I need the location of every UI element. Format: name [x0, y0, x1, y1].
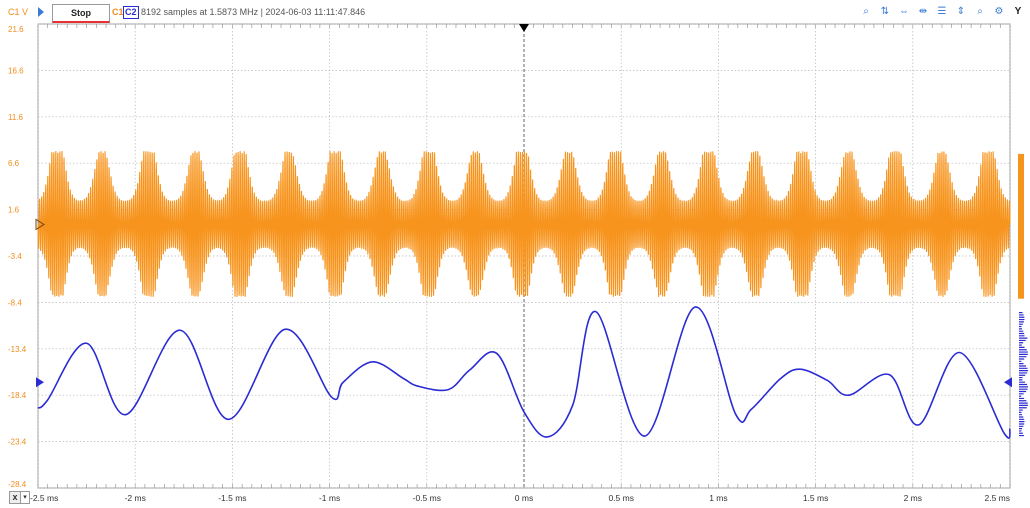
- y-tick-label: 6.6: [8, 159, 20, 168]
- x-tick-label: 0 ms: [515, 493, 533, 503]
- auto-scale-icon[interactable]: ⇅: [880, 6, 890, 17]
- settings-icon[interactable]: ⚙: [994, 6, 1004, 17]
- c1-level-histogram: [1018, 153, 1024, 299]
- trigger-marker-icon: [519, 24, 529, 32]
- toolbar: C1 V Stop C1 C2 8192 samples at 1.5873 M…: [0, 0, 1030, 24]
- c2-channel-tag[interactable]: C2: [123, 6, 139, 19]
- c2-level-histogram: [1019, 312, 1028, 437]
- y-tick-label: -28.4: [8, 480, 27, 489]
- x-tick-label: 2.5 ms: [984, 493, 1010, 503]
- c1-channel-tag[interactable]: C1: [112, 7, 124, 17]
- stop-button[interactable]: Stop: [52, 4, 110, 23]
- channel-unit-label: C1 V: [8, 7, 29, 17]
- acquisition-info: 8192 samples at 1.5873 MHz | 2024-06-03 …: [141, 7, 366, 17]
- c1-offset-marker-icon: [35, 218, 45, 231]
- y-tick-label: -18.4: [8, 391, 27, 400]
- y-tick-label: 1.6: [8, 206, 20, 215]
- zoom-in-icon[interactable]: ⌕: [863, 6, 869, 17]
- x-tick-label: -2.5 ms: [30, 493, 58, 503]
- c2-waveform: [37, 306, 1011, 439]
- y-tick-label: -3.4: [8, 252, 22, 261]
- fit-cursors-icon[interactable]: ⇹: [918, 6, 928, 17]
- fit-horizontal-icon[interactable]: ⇔: [899, 6, 909, 17]
- stack-icon[interactable]: ☰: [937, 6, 947, 17]
- x-tick-label: -2 ms: [125, 493, 146, 503]
- y-tick-label: -23.4: [8, 438, 27, 447]
- c1-waveform: [37, 151, 1011, 297]
- x-tick-label: 1 ms: [709, 493, 727, 503]
- y-tick-label: 21.6: [8, 25, 24, 34]
- y-axis-button[interactable]: Y: [1014, 6, 1022, 17]
- c2-offset-marker-icon: [36, 377, 44, 388]
- split-icon[interactable]: ⇕: [956, 6, 966, 17]
- x-tick-label: -1.5 ms: [218, 493, 246, 503]
- chevron-down-icon[interactable]: ▾: [20, 491, 30, 504]
- y-tick-label: -13.4: [8, 345, 27, 354]
- c2-offset-marker-right-icon: [1004, 377, 1012, 388]
- toolbar-tools: ⌕ ⇅ ⇔ ⇹ ☰ ⇕ ⌕ ⚙ Y: [858, 3, 1026, 21]
- run-arrow-icon[interactable]: [38, 7, 44, 17]
- zoom-out-icon[interactable]: ⌕: [977, 6, 983, 17]
- x-tick-label: -1 ms: [319, 493, 340, 503]
- x-tick-label: 0.5 ms: [608, 493, 634, 503]
- y-tick-label: 11.6: [8, 113, 24, 122]
- y-tick-label: -8.4: [8, 298, 22, 307]
- y-tick-label: 16.6: [8, 66, 24, 75]
- x-tick-label: 2 ms: [904, 493, 922, 503]
- x-tick-label: -0.5 ms: [413, 493, 441, 503]
- x-tick-label: 1.5 ms: [803, 493, 829, 503]
